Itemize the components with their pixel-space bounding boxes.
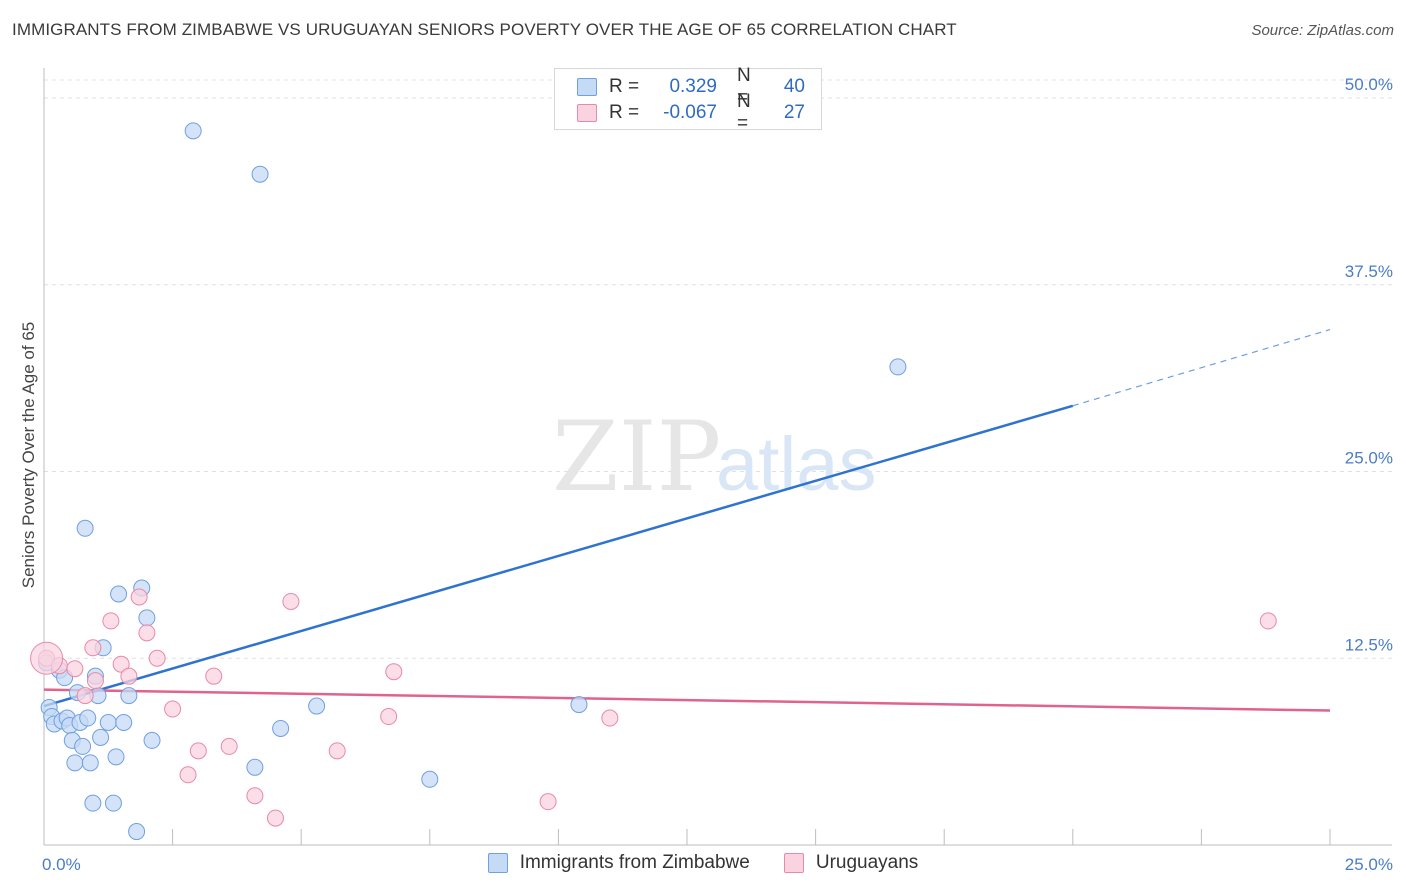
trend-line-zimbabwe-extension bbox=[1072, 328, 1331, 407]
point-uruguayans[interactable] bbox=[120, 667, 138, 685]
point-zimbabwe[interactable] bbox=[107, 748, 125, 766]
legend-row-uruguayans: R = -0.067 N = 27 bbox=[577, 91, 805, 134]
point-uruguayans[interactable] bbox=[130, 588, 148, 606]
data-points bbox=[30, 122, 1277, 841]
gridlines bbox=[44, 79, 1392, 659]
point-uruguayans[interactable] bbox=[179, 766, 197, 784]
trend-lines bbox=[43, 328, 1331, 712]
point-uruguayans[interactable] bbox=[282, 592, 300, 610]
legend-swatch-uruguayans bbox=[783, 853, 804, 873]
point-uruguayans[interactable] bbox=[246, 787, 264, 805]
point-zimbabwe[interactable] bbox=[889, 358, 907, 376]
chart-title: IMMIGRANTS FROM ZIMBABWE VS URUGUAYAN SE… bbox=[12, 20, 957, 39]
legend-n-label: N = bbox=[737, 65, 751, 108]
point-uruguayans[interactable] bbox=[1259, 612, 1277, 630]
legend-r-value: -0.067 bbox=[663, 102, 717, 123]
point-zimbabwe[interactable] bbox=[66, 754, 84, 772]
stats-legend: R = 0.329 N = 40 R = -0.067 N = 27 bbox=[554, 65, 822, 134]
legend-r-label: R = bbox=[609, 102, 640, 123]
tick-labels: 12.5% 25.0% 37.5% 50.0% 0.0% 25.0% bbox=[42, 75, 1393, 874]
point-uruguayans[interactable] bbox=[385, 663, 403, 681]
point-zimbabwe[interactable] bbox=[76, 519, 94, 537]
point-zimbabwe[interactable] bbox=[128, 823, 146, 841]
legend-label-zimbabwe: Immigrants from Zimbabwe bbox=[519, 852, 750, 873]
x-tick-label-min: 0.0% bbox=[42, 855, 81, 874]
point-zimbabwe[interactable] bbox=[74, 737, 92, 755]
trend-line-uruguayans bbox=[43, 688, 1331, 712]
point-uruguayans[interactable] bbox=[380, 708, 398, 726]
series-legend: Immigrants from Zimbabwe Uruguayans bbox=[0, 852, 1406, 874]
y-tick-label: 50.0% bbox=[1345, 75, 1393, 94]
point-zimbabwe[interactable] bbox=[421, 770, 439, 788]
y-axis-label: Seniors Poverty Over the Age of 65 bbox=[19, 322, 38, 588]
legend-item-zimbabwe[interactable]: Immigrants from Zimbabwe bbox=[487, 852, 750, 874]
point-zimbabwe[interactable] bbox=[308, 697, 326, 715]
point-uruguayans[interactable] bbox=[205, 667, 223, 685]
point-uruguayans[interactable] bbox=[84, 639, 102, 657]
point-uruguayans[interactable] bbox=[601, 709, 619, 727]
point-uruguayans[interactable] bbox=[164, 700, 182, 718]
y-tick-label: 12.5% bbox=[1345, 635, 1393, 654]
point-zimbabwe[interactable] bbox=[84, 794, 102, 812]
point-zimbabwe[interactable] bbox=[272, 719, 290, 737]
legend-swatch-uruguayans bbox=[577, 104, 597, 122]
x-tick-label-max: 25.0% bbox=[1345, 855, 1393, 874]
point-uruguayans[interactable] bbox=[86, 672, 104, 690]
point-uruguayans-large[interactable] bbox=[30, 641, 64, 675]
point-uruguayans[interactable] bbox=[220, 737, 238, 755]
legend-n-value: 40 bbox=[783, 76, 805, 97]
point-zimbabwe[interactable] bbox=[120, 687, 138, 705]
legend-swatch-zimbabwe bbox=[577, 78, 597, 96]
point-uruguayans[interactable] bbox=[66, 660, 84, 678]
y-tick-label: 37.5% bbox=[1345, 262, 1393, 281]
legend-row-zimbabwe: R = 0.329 N = 40 bbox=[577, 65, 805, 108]
legend-label-uruguayans: Uruguayans bbox=[815, 852, 919, 873]
watermark-atlas: atlas bbox=[716, 422, 877, 507]
point-uruguayans[interactable] bbox=[148, 649, 166, 667]
point-zimbabwe[interactable] bbox=[184, 122, 202, 140]
point-zimbabwe[interactable] bbox=[92, 728, 110, 746]
point-uruguayans[interactable] bbox=[539, 793, 557, 811]
point-uruguayans[interactable] bbox=[112, 655, 130, 673]
source-label: Source: ZipAtlas.com bbox=[1251, 22, 1394, 39]
watermark: ZIP atlas bbox=[552, 401, 877, 513]
point-uruguayans[interactable] bbox=[266, 809, 284, 827]
legend-r-label: R = bbox=[609, 76, 640, 97]
point-uruguayans[interactable] bbox=[138, 624, 156, 642]
point-zimbabwe[interactable] bbox=[99, 713, 117, 731]
legend-n-value: 27 bbox=[783, 102, 805, 123]
point-uruguayans[interactable] bbox=[76, 687, 94, 705]
point-zimbabwe[interactable] bbox=[104, 794, 122, 812]
watermark-zip: ZIP bbox=[552, 401, 721, 513]
legend-r-value: 0.329 bbox=[669, 76, 717, 97]
point-uruguayans[interactable] bbox=[102, 612, 120, 630]
point-zimbabwe[interactable] bbox=[246, 758, 264, 776]
point-zimbabwe[interactable] bbox=[143, 731, 161, 749]
point-zimbabwe[interactable] bbox=[110, 585, 128, 603]
point-zimbabwe[interactable] bbox=[115, 713, 133, 731]
y-tick-label: 25.0% bbox=[1345, 449, 1393, 468]
point-zimbabwe[interactable] bbox=[251, 165, 269, 183]
point-zimbabwe[interactable] bbox=[138, 609, 156, 627]
legend-swatch-zimbabwe bbox=[487, 853, 508, 873]
point-zimbabwe[interactable] bbox=[570, 696, 588, 714]
point-zimbabwe[interactable] bbox=[79, 709, 97, 727]
point-uruguayans[interactable] bbox=[328, 742, 346, 760]
point-zimbabwe[interactable] bbox=[81, 754, 99, 772]
point-uruguayans[interactable] bbox=[189, 742, 207, 760]
legend-item-uruguayans[interactable]: Uruguayans bbox=[783, 852, 919, 874]
legend-n-label: N = bbox=[737, 91, 751, 134]
trend-line-zimbabwe bbox=[43, 404, 1074, 708]
